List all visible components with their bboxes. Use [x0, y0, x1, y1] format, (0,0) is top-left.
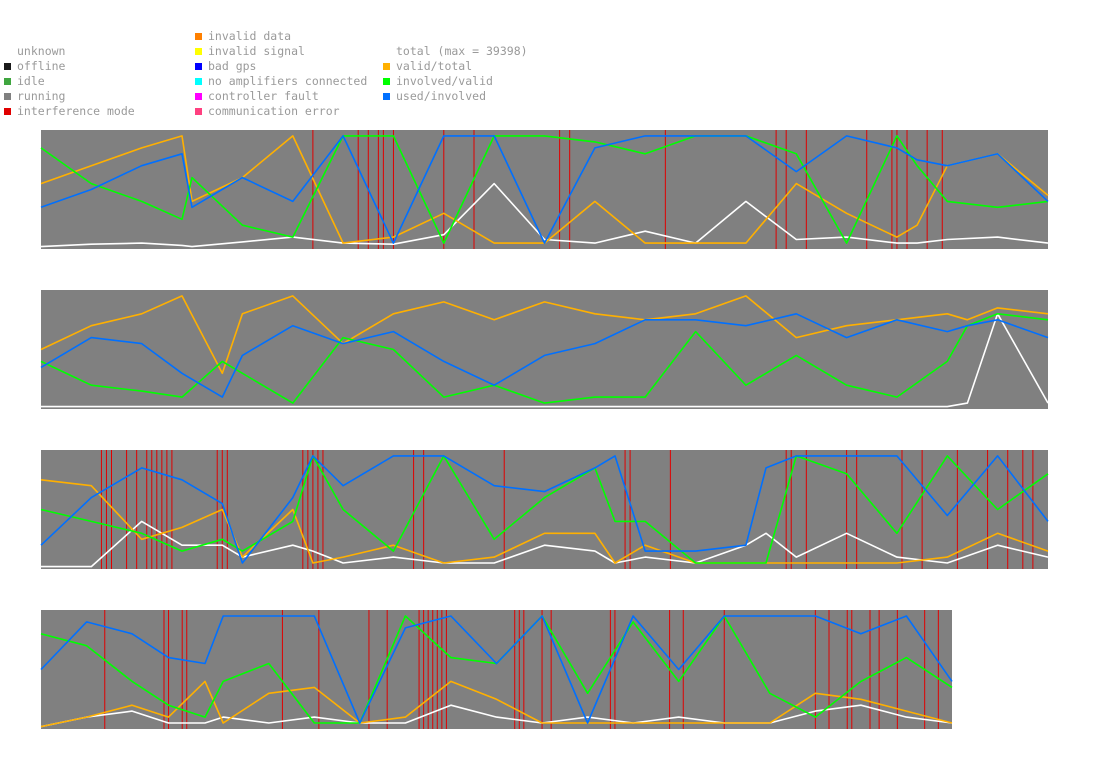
- panel-background: [41, 450, 1048, 569]
- total-line: [40, 704, 953, 728]
- legend-label: bad gps: [208, 59, 257, 73]
- valid-total-line: [40, 680, 953, 728]
- legend-swatch-communication-error: [195, 108, 202, 115]
- total-line: [41, 520, 1049, 568]
- legend-swatch-running: [4, 93, 11, 100]
- legend-swatch-used-involved: [383, 93, 390, 100]
- legend-label: idle: [17, 74, 45, 88]
- legend-swatch-controller-fault: [195, 93, 202, 100]
- legend-label: running: [17, 89, 66, 103]
- legend-swatch-offline: [4, 63, 11, 70]
- legend-label: communication error: [208, 104, 340, 118]
- legend-swatch-bad-gps: [195, 63, 202, 70]
- legend-swatch-idle: [4, 78, 11, 85]
- legend-label: valid/total: [396, 59, 473, 73]
- involved-valid-line: [40, 455, 1049, 564]
- used-involved-line: [40, 135, 1049, 244]
- legend-label: offline: [17, 59, 66, 73]
- total-line: [41, 312, 1049, 408]
- legend-label: interference mode: [17, 104, 135, 118]
- chart-panel-2: [40, 290, 1049, 409]
- legend-label: total (max = 39398): [396, 44, 528, 58]
- valid-total-line: [40, 479, 1049, 564]
- used-involved-line: [40, 455, 1049, 564]
- legend-swatch-invalid-signal: [195, 48, 202, 55]
- legend-swatch-involved-valid: [383, 78, 390, 85]
- involved-valid-line: [40, 615, 953, 724]
- legend-label: used/involved: [396, 89, 487, 103]
- chart-panel-3: [40, 450, 1049, 569]
- legend-label: no amplifiers connected: [208, 74, 368, 88]
- panel-background: [41, 290, 1048, 409]
- legend-swatch-interference-mode: [4, 108, 11, 115]
- chart-panel-1: [40, 130, 1049, 249]
- used-involved-line: [40, 312, 1049, 398]
- legend-label: controller fault: [208, 89, 319, 103]
- total-line: [40, 182, 1049, 248]
- legend-label: invalid signal: [208, 44, 305, 58]
- legend-label: unknown: [17, 44, 66, 58]
- legend: unknown offline idle running interferenc…: [0, 0, 1095, 125]
- legend-label: invalid data: [208, 29, 292, 43]
- legend-swatch-invalid-data: [195, 33, 202, 40]
- used-involved-line: [40, 615, 953, 724]
- legend-swatch-valid-total: [383, 63, 390, 70]
- legend-label: involved/valid: [396, 74, 493, 88]
- involved-valid-line: [40, 312, 1049, 404]
- valid-total-line: [40, 295, 1049, 375]
- legend-swatch-no-amplifiers-connected: [195, 78, 202, 85]
- chart-panel-4: [40, 610, 953, 729]
